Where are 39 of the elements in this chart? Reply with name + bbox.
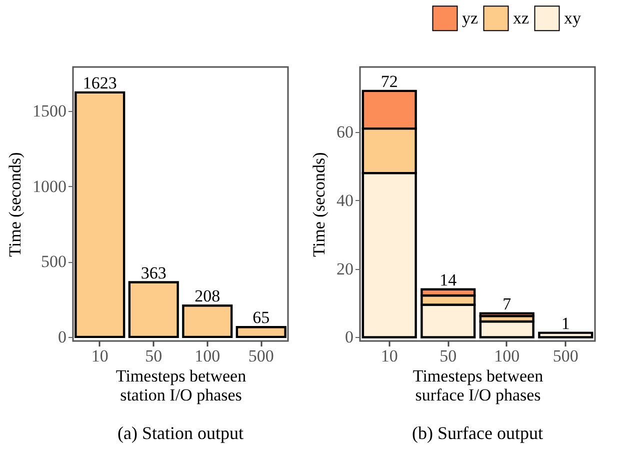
y-tick-label: 20 (336, 259, 354, 278)
x-axis-title: Timesteps between surface I/O phases (412, 366, 544, 404)
bar (479, 320, 534, 338)
legend-label: yz (462, 8, 478, 28)
text: (a) Station output (118, 423, 244, 443)
data-label: 1623 (82, 73, 117, 92)
bar (182, 304, 233, 338)
total-label: 14 (440, 270, 458, 290)
total-label: 7 (502, 294, 512, 314)
bar (74, 91, 126, 338)
y-tick-label: 500 (41, 252, 66, 272)
bar (538, 332, 594, 338)
y-tick-label: 1500 (32, 101, 66, 120)
y-tick-label: 60 (336, 122, 354, 142)
y-tick-label: 40 (336, 190, 354, 210)
bar (236, 326, 286, 338)
y-tick-label: 1000 (32, 176, 66, 196)
y-tick-label: 0 (58, 327, 66, 346)
legend-label: xz (513, 8, 530, 28)
x-tick-label: 500 (248, 346, 274, 366)
total-label: 72 (380, 72, 398, 91)
x-tick-label: 100 (194, 346, 220, 366)
total-label: 1 (561, 314, 570, 333)
data-label: 208 (194, 286, 220, 306)
x-tick-label: 100 (494, 346, 520, 366)
x-tick-label: 50 (145, 346, 162, 366)
x-tick-label: 50 (440, 346, 457, 366)
x-tick-label: 10 (91, 346, 108, 366)
x-axis-title: Timesteps between station I/O phases (116, 366, 247, 404)
legend-label: xy (564, 8, 582, 28)
bar (128, 281, 179, 338)
y-axis-title: Time (seconds) (310, 152, 328, 257)
x-tick-label: 500 (552, 346, 578, 366)
y-axis-title: Time (seconds) (6, 152, 24, 257)
text: (b) Surface output (412, 423, 543, 443)
data-label: 65 (252, 308, 270, 328)
data-label: 363 (140, 263, 166, 282)
x-tick-label: 10 (380, 346, 398, 366)
y-tick-label: 0 (345, 328, 354, 347)
